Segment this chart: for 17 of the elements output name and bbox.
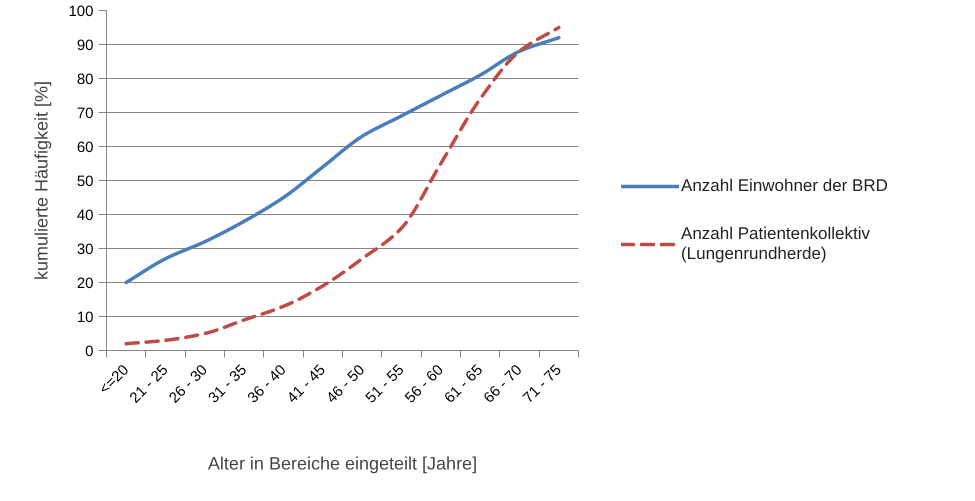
y-tick-label: 60 bbox=[76, 139, 94, 156]
y-tick-label: 80 bbox=[76, 71, 94, 88]
x-axis-title: Alter in Bereiche eingeteilt [Jahre] bbox=[208, 454, 478, 474]
y-tick-label: 90 bbox=[76, 37, 94, 54]
y-tick-label: 20 bbox=[76, 275, 94, 292]
y-tick-label: 0 bbox=[85, 343, 94, 360]
y-tick-label: 10 bbox=[76, 309, 94, 326]
x-tick-label: 71 - 75 bbox=[520, 361, 565, 407]
x-tick-label: 41 - 45 bbox=[284, 361, 329, 407]
legend-label: Anzahl Einwohner der BRD bbox=[681, 176, 888, 196]
y-tick-label: 30 bbox=[76, 241, 94, 258]
y-tick-label: 100 bbox=[68, 3, 94, 20]
y-axis-title: kumulierte Häufigkeit [%] bbox=[31, 80, 52, 280]
legend-label: Anzahl Patientenkollektiv (Lungenrundherde) bbox=[681, 224, 870, 264]
y-tick-label: 70 bbox=[76, 105, 94, 122]
y-tick-label: 40 bbox=[76, 207, 94, 224]
y-tick-label: 50 bbox=[76, 173, 94, 190]
